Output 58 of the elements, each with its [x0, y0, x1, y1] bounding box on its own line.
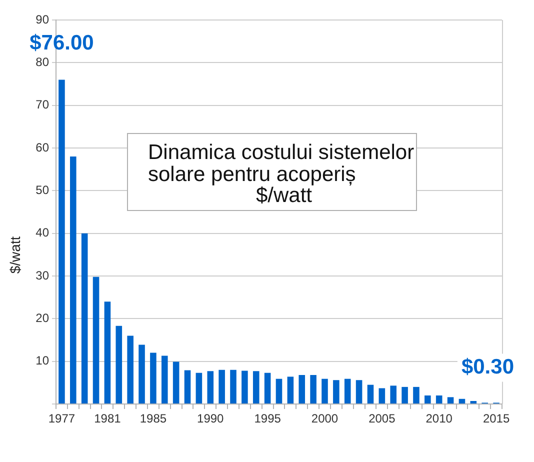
bar — [138, 344, 145, 404]
bar — [150, 352, 156, 404]
bar — [116, 326, 122, 404]
data-label: $76.00 — [30, 32, 94, 55]
bar — [458, 398, 466, 404]
bar — [436, 395, 442, 404]
bar — [70, 156, 76, 404]
bar — [264, 372, 271, 404]
x-tick-label: 2015 — [482, 412, 510, 426]
data-label: $0.30 — [461, 356, 514, 379]
bar — [184, 370, 191, 404]
bar — [390, 386, 397, 404]
x-tick-label: 1995 — [254, 412, 282, 426]
bar — [402, 386, 408, 404]
bar — [322, 378, 328, 404]
y-tick-label: 20 — [36, 310, 50, 325]
bar — [356, 380, 362, 404]
bar — [207, 371, 214, 404]
bar — [344, 378, 351, 404]
bar — [218, 370, 225, 404]
bar — [447, 397, 454, 404]
y-axis-title: $/watt — [7, 236, 23, 274]
bar — [413, 386, 420, 404]
bar — [310, 374, 316, 404]
x-tick-label: 2010 — [426, 412, 453, 426]
y-tick-label: 60 — [36, 140, 50, 154]
bar — [172, 362, 180, 404]
y-tick-label: 10 — [36, 354, 50, 368]
bar — [424, 395, 431, 404]
bar — [252, 371, 260, 404]
y-tick-label: 50 — [36, 182, 50, 197]
text: Dinamica costului sistemelor solare pentru acoperiș $/watt — [148, 141, 416, 207]
y-tick-label: 40 — [36, 226, 50, 240]
bar — [58, 80, 65, 404]
bar — [333, 380, 340, 404]
bar — [92, 276, 100, 404]
x-tick-label: 1977 — [48, 412, 76, 426]
bar — [287, 376, 294, 404]
bar — [161, 356, 168, 404]
bar — [276, 378, 282, 404]
bar — [367, 384, 374, 404]
y-tick-label: 90 — [36, 12, 50, 26]
bar — [127, 336, 134, 404]
bar — [196, 372, 202, 404]
bar — [378, 388, 386, 404]
bar — [81, 233, 88, 404]
y-tick-label: 30 — [36, 268, 50, 282]
bar — [230, 370, 236, 404]
x-tick-label: 1985 — [140, 412, 167, 426]
y-tick-label: 70 — [36, 98, 50, 112]
bar — [104, 302, 111, 404]
x-tick-label: 2000 — [311, 412, 338, 426]
y-tick-label: 80 — [36, 54, 50, 69]
bar — [242, 370, 248, 404]
bar — [298, 374, 306, 404]
x-tick-label: 2005 — [368, 412, 396, 426]
x-tick-label: 1990 — [197, 412, 224, 426]
x-tick-label: 1981 — [94, 412, 122, 426]
